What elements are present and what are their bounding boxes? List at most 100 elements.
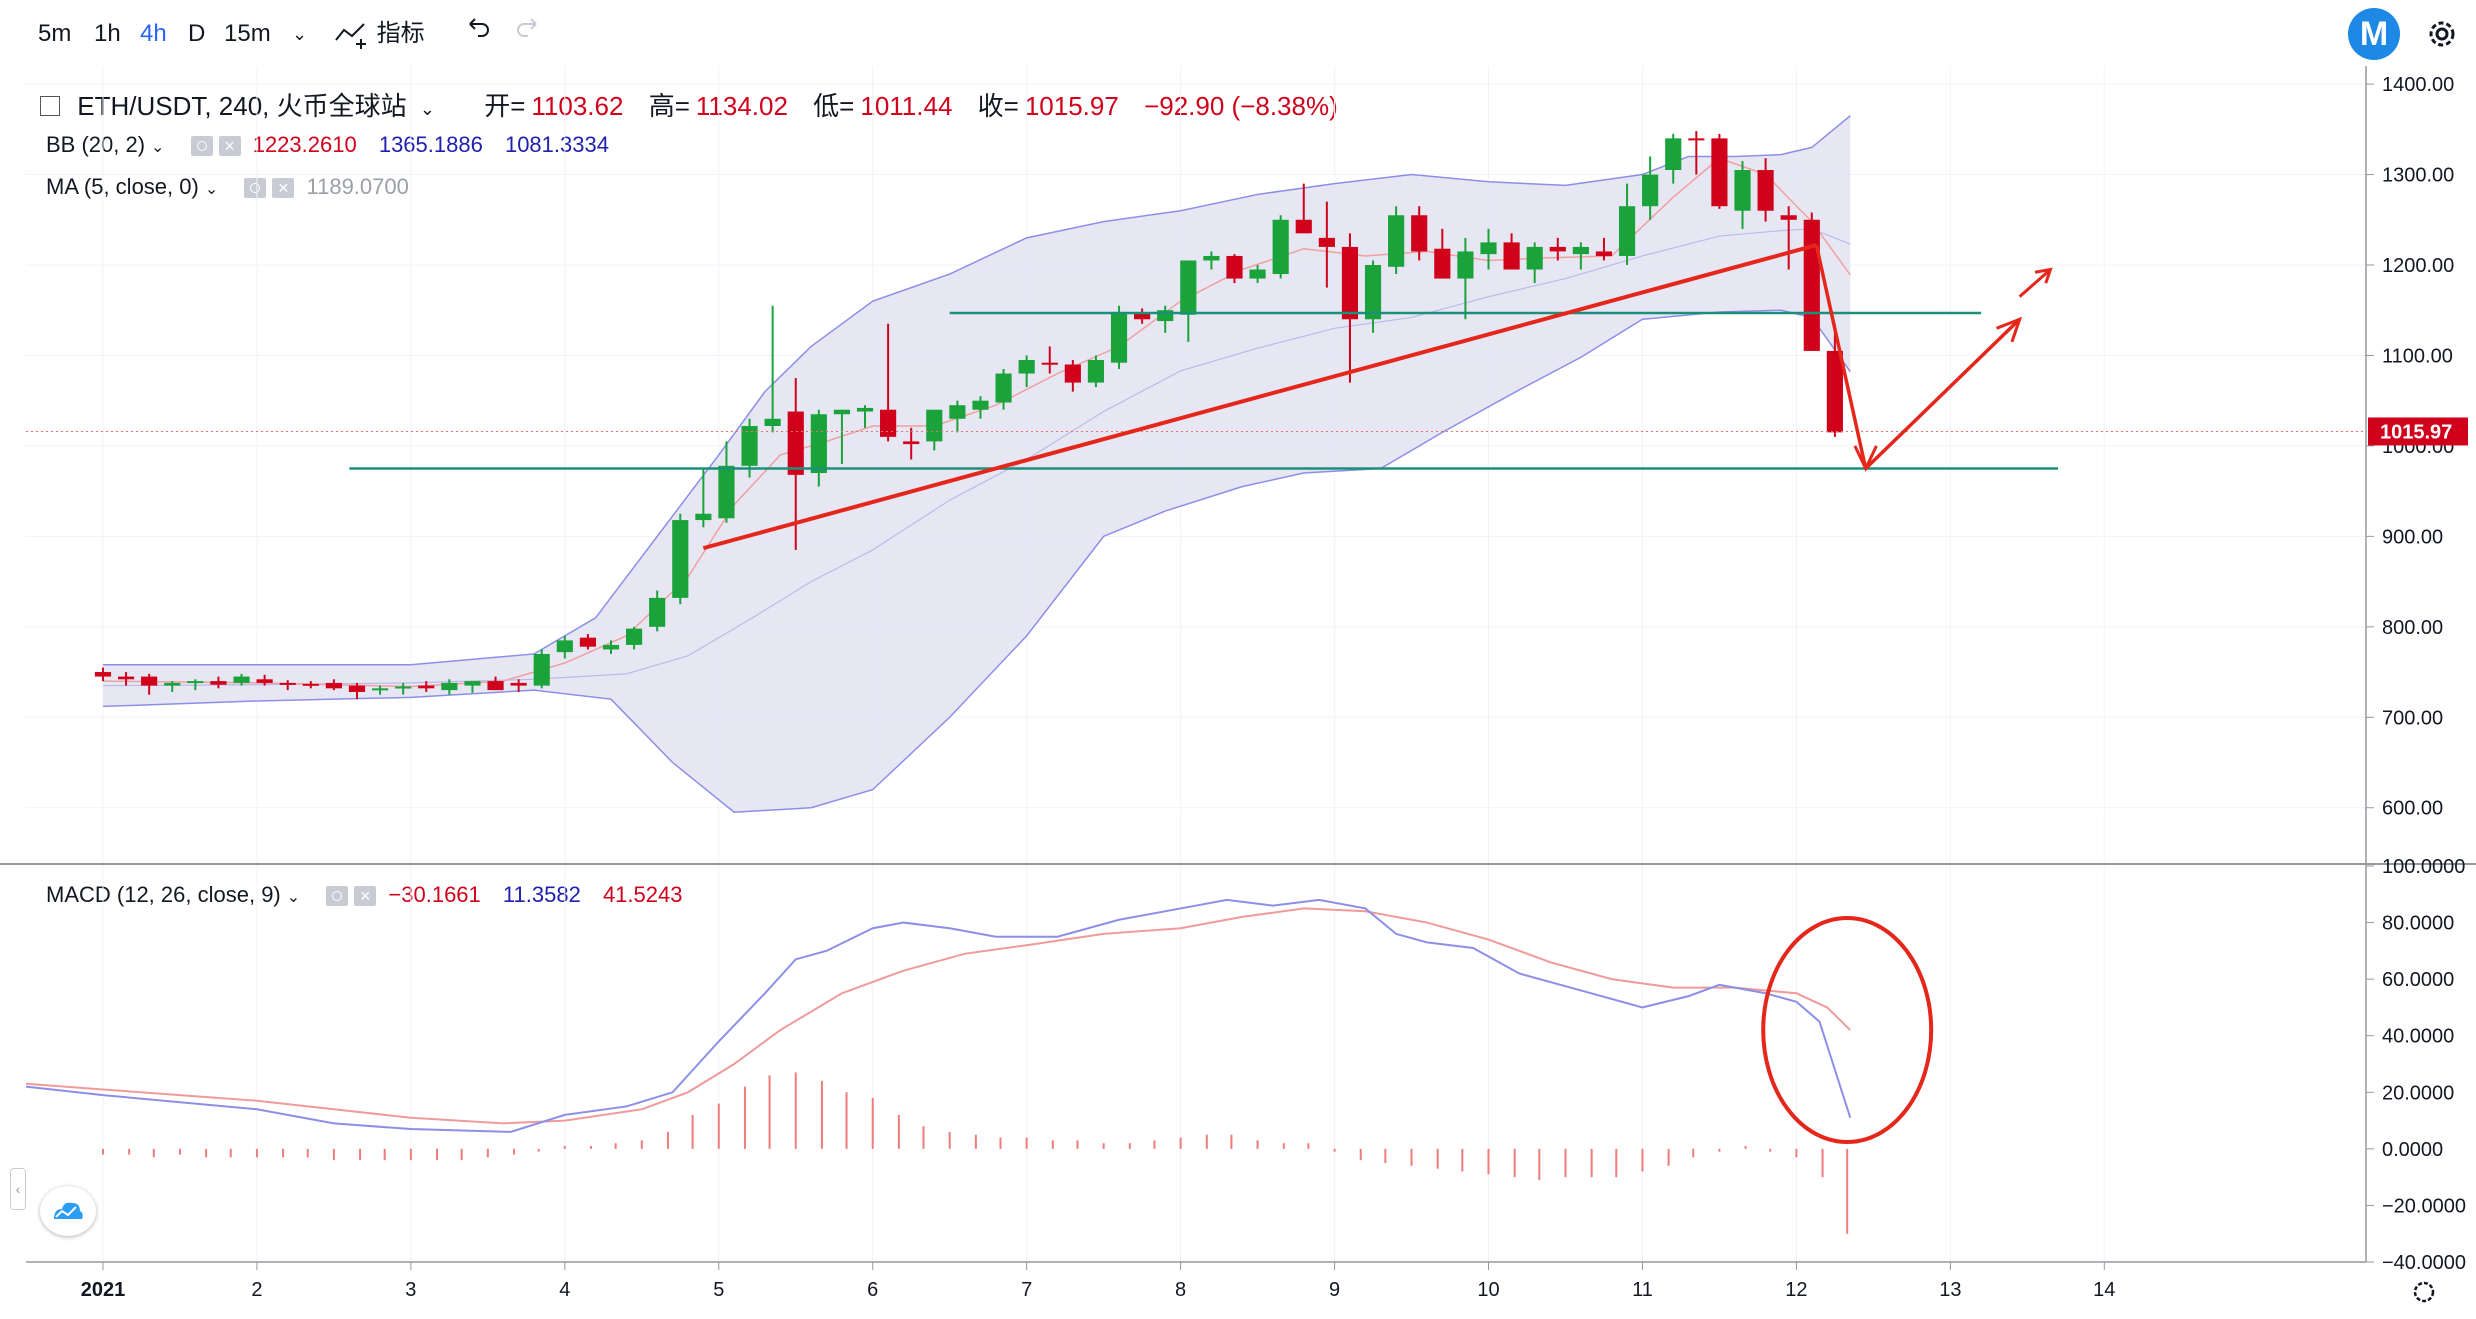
target-arrowhead [2034, 267, 2053, 284]
candle-body [949, 405, 966, 419]
candle-body [302, 683, 319, 686]
candle-body [764, 418, 781, 427]
candle-body [1087, 359, 1105, 383]
macd-label[interactable]: MACD (12, 26, close, 9) [46, 882, 281, 907]
candle-body [810, 414, 827, 474]
macd-dropdown-icon[interactable]: ⌄ [286, 889, 301, 906]
redo-button[interactable] [514, 14, 544, 54]
candle-body [1018, 359, 1035, 374]
candle-body [348, 685, 366, 692]
collapse-icon[interactable] [40, 96, 60, 117]
interval-5m-button[interactable]: 5m [38, 20, 72, 47]
macd-axis-label: −20.0000 [2382, 1195, 2466, 1217]
candle-body [880, 409, 897, 437]
candle-body [1457, 251, 1474, 279]
time-axis-label: 11 [1632, 1279, 1653, 1301]
bb-remove-icon[interactable]: × [218, 136, 241, 157]
low-label: 低= [813, 91, 855, 121]
candle-body [1549, 246, 1566, 252]
settings-button[interactable] [2422, 14, 2462, 59]
macd-axis-label: 60.0000 [2382, 969, 2454, 991]
macd-axis-label: 80.0000 [2382, 913, 2454, 935]
price-axis-label: 1000.00 [2382, 436, 2454, 458]
candle-body [1110, 312, 1128, 363]
macd-remove-icon[interactable]: × [354, 886, 377, 907]
candle-body [1595, 251, 1613, 256]
undo-button[interactable] [462, 14, 492, 54]
ma-remove-icon[interactable]: × [272, 178, 295, 199]
candle-body [210, 681, 227, 685]
gear-icon [2429, 21, 2455, 47]
open-value: 1103.62 [531, 91, 624, 121]
macd-circle-annotation [1761, 916, 1934, 1145]
candle-body [1064, 364, 1081, 383]
symbol-label[interactable]: ETH/USDT, 240, 火币全球站 [77, 91, 407, 121]
bb-visibility-icon[interactable] [190, 136, 213, 157]
moving-average-line [102, 157, 1851, 688]
interval-15m-button[interactable]: 15m [224, 20, 271, 47]
rebound-arrow-annotation [1864, 318, 2021, 470]
collapse-panel-button[interactable]: ‹ [10, 1168, 26, 1210]
interval-d-button[interactable]: D [188, 20, 206, 47]
ma-visibility-icon[interactable] [244, 178, 267, 199]
ma-dropdown-icon[interactable]: ⌄ [204, 181, 219, 198]
candle-body [510, 682, 527, 686]
bb-dropdown-icon[interactable]: ⌄ [151, 139, 165, 156]
candle-body [1642, 174, 1659, 207]
candle-body [325, 682, 342, 689]
candle-body [1272, 219, 1289, 275]
macd-axis-label: 0.0000 [2382, 1139, 2443, 1161]
last-price-label: 1015.97 [2380, 421, 2452, 443]
candle-body [1249, 269, 1266, 279]
candle-body [1203, 255, 1220, 261]
candle-body [1480, 242, 1497, 255]
macd-axis-label: −40.0000 [2382, 1252, 2466, 1274]
candle-body [1434, 248, 1451, 279]
price-axis-label: 1400.00 [2382, 74, 2454, 96]
indicators-icon [335, 22, 366, 49]
time-axis-label: 8 [1175, 1279, 1186, 1301]
candle-body [579, 637, 596, 647]
bb-label[interactable]: BB (20, 2) [46, 132, 146, 157]
candle-body [1341, 246, 1359, 320]
last-price-tag [2368, 417, 2468, 446]
time-axis-label: 13 [1939, 1279, 1961, 1301]
indicators-button[interactable]: 指标 [334, 14, 425, 54]
symbol-dropdown-icon[interactable]: ⌄ [419, 99, 435, 119]
target-arrow-annotation [2018, 268, 2052, 298]
time-axis-label: 10 [1477, 1279, 1499, 1301]
price-axis-label: 900.00 [2382, 526, 2443, 548]
candle-body [1134, 312, 1151, 320]
interval-dropdown-icon[interactable]: ⌄ [292, 24, 308, 44]
candle-body [1180, 260, 1197, 315]
candle-body [1388, 215, 1405, 267]
interval-4h-button[interactable]: 4h [140, 20, 167, 47]
ma-value: 1189.0700 [306, 174, 409, 199]
bb-legend: BB (20, 2) ⌄ × 1223.2610 1365.1886 1081.3… [46, 132, 615, 158]
logo-badge[interactable] [40, 1186, 96, 1236]
high-label: 高= [648, 91, 690, 121]
macd-line [25, 898, 1852, 1133]
candle-body [279, 682, 296, 685]
candle-body [487, 681, 504, 691]
candle-body [256, 679, 273, 683]
drop-arrowhead [1853, 445, 1878, 473]
candle-body [1780, 215, 1797, 220]
symbol-legend: ETH/USDT, 240, 火币全球站 ⌄ 开= 1103.62 高= 1134.… [40, 86, 1344, 123]
ma-label[interactable]: MA (5, close, 0) [46, 174, 199, 199]
axis-settings-icon [2413, 1281, 2435, 1303]
candle-body [833, 409, 851, 415]
chart-toolbar: 5m 1h 4h D 15m ⌄ 指标 M [0, 0, 2476, 66]
interval-1h-button[interactable]: 1h [94, 20, 121, 47]
candle-body [1618, 206, 1636, 256]
bb-upper-value: 1365.1886 [378, 132, 483, 157]
candle-body [187, 681, 204, 684]
macd-visibility-icon[interactable] [326, 886, 349, 907]
m-logo-icon[interactable]: M [2348, 8, 2400, 60]
candle-body [441, 682, 458, 691]
candle-body [1157, 310, 1174, 322]
candle-body [1503, 242, 1520, 270]
time-axis-label: 12 [1785, 1279, 1807, 1301]
price-axis-label: 800.00 [2382, 617, 2443, 639]
macd-signal-line [25, 907, 1851, 1125]
